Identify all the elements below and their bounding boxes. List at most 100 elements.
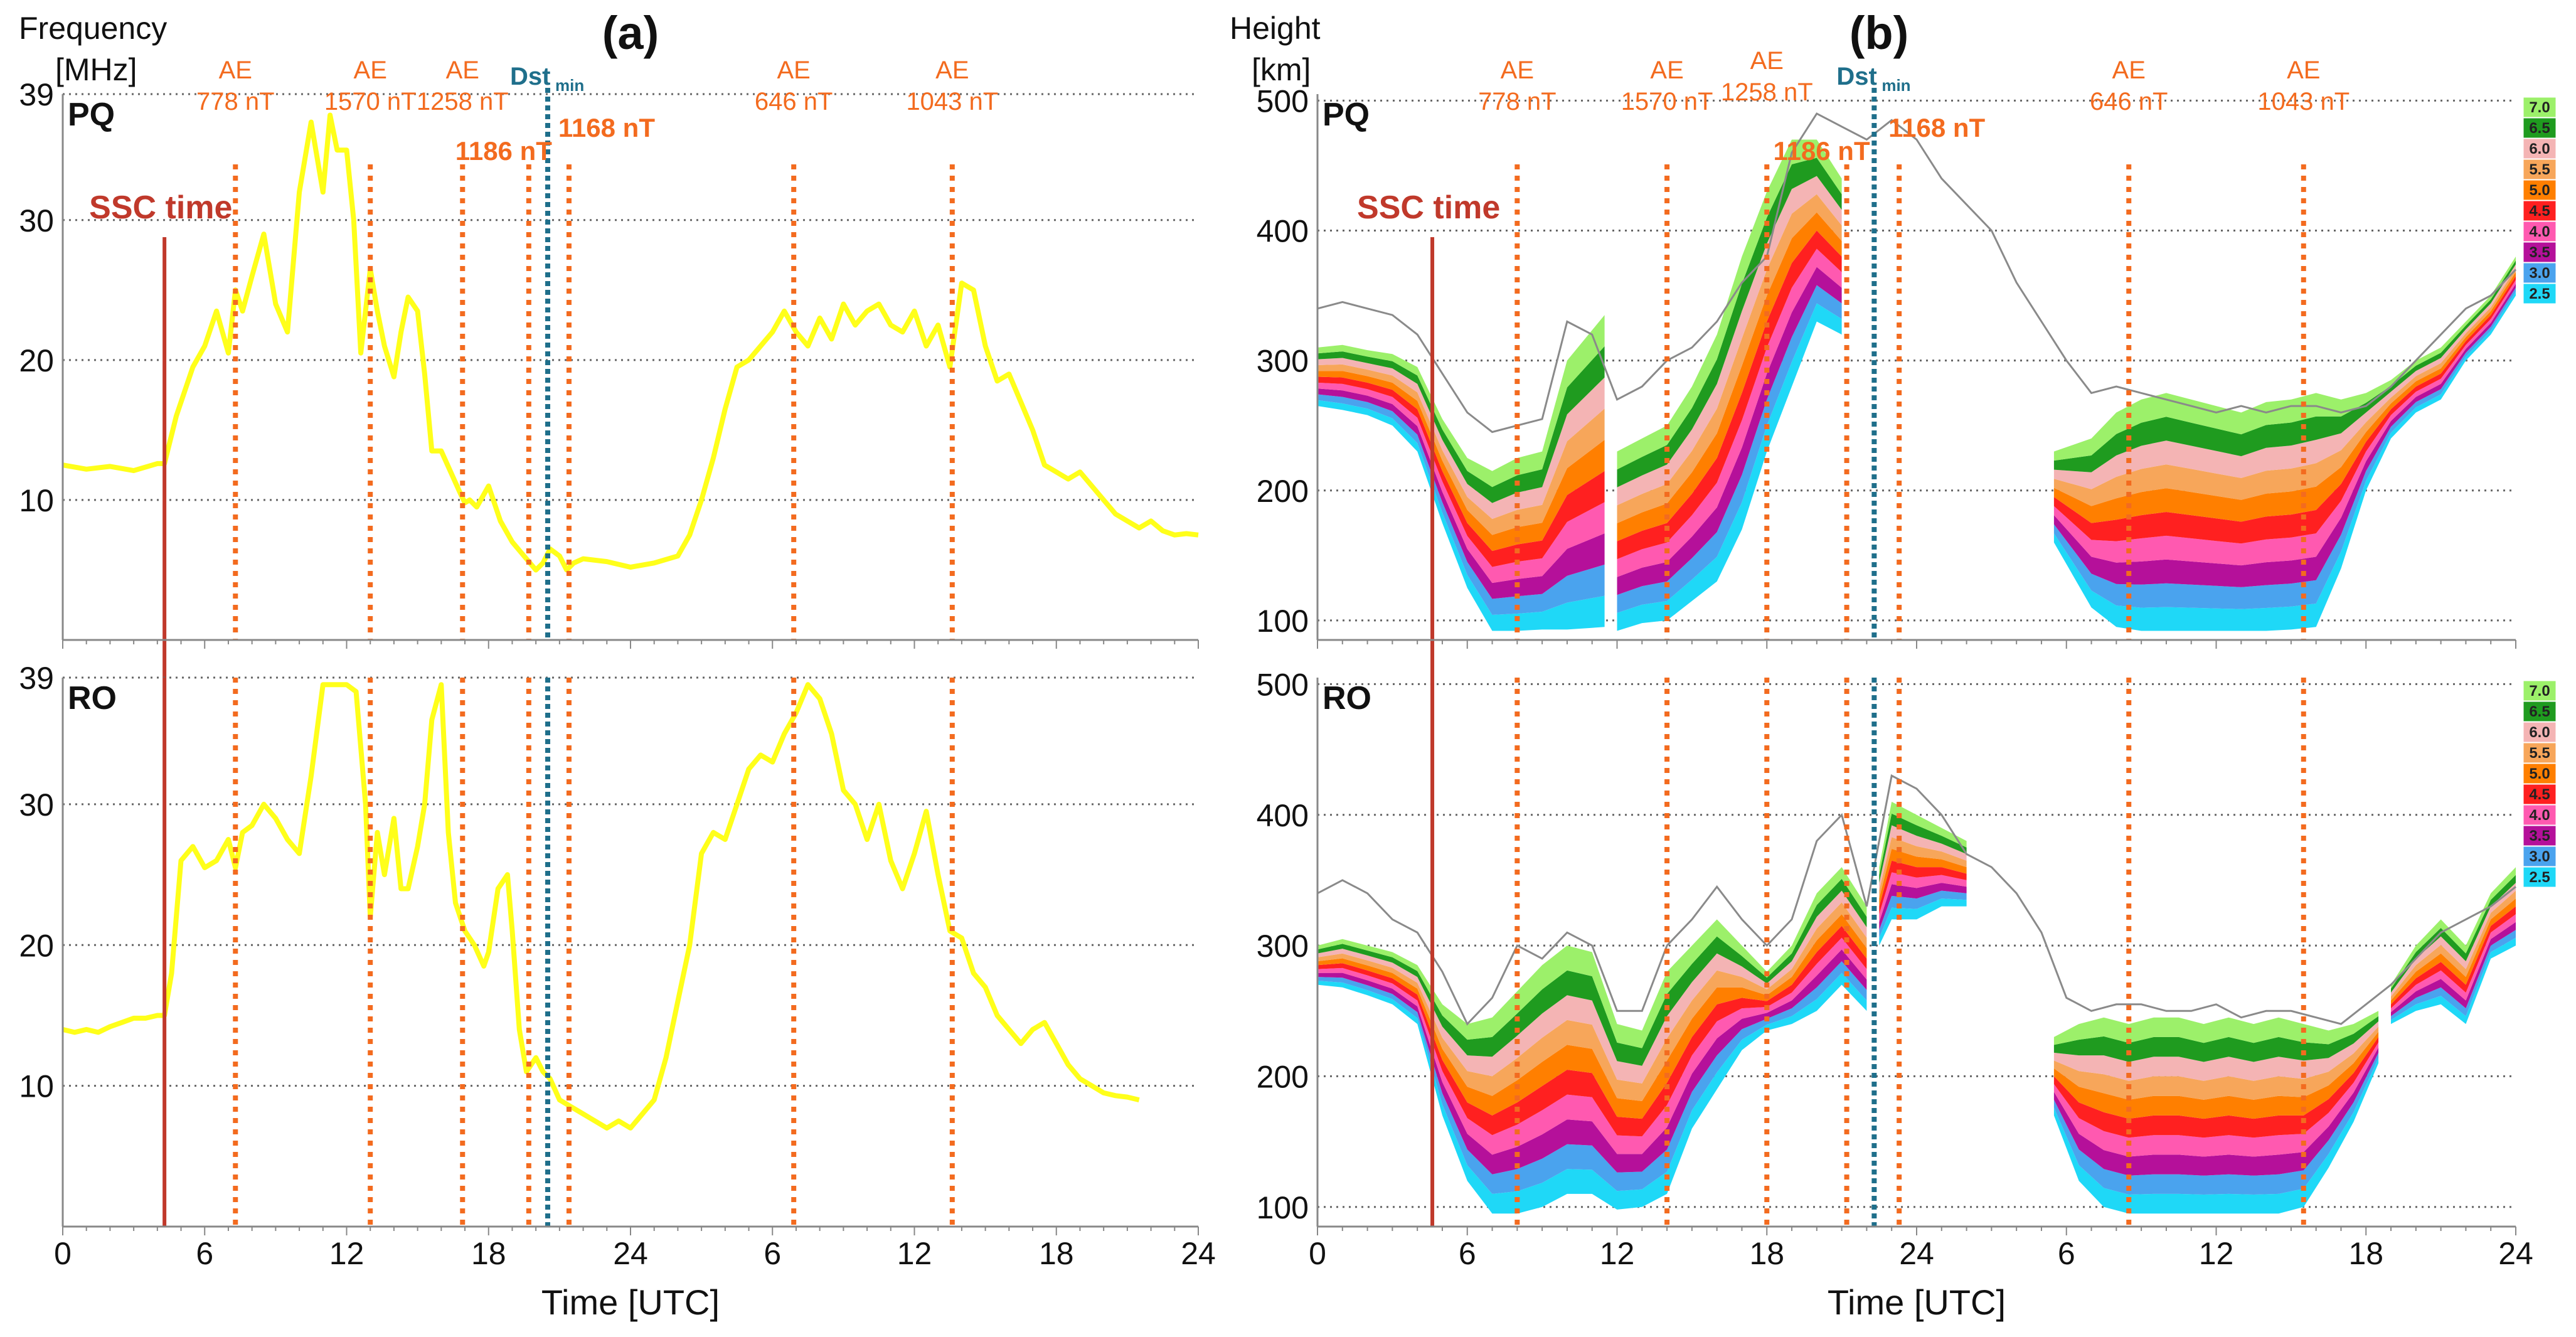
- y-tick-label: 400: [1257, 214, 1309, 249]
- frequency-band-6.0: [1879, 825, 1967, 891]
- ae-value: 778 nT: [196, 88, 275, 115]
- frequency-band-3.0: [1317, 394, 1605, 615]
- x-tick-label: 18: [2348, 1236, 2383, 1271]
- ae-value: 646 nT: [755, 88, 833, 115]
- frequency-band-2.5: [2391, 937, 2516, 1025]
- ae-label: AE: [1750, 47, 1784, 75]
- frequency-band-5.5: [2053, 1026, 2379, 1100]
- x-tick-label: 18: [471, 1236, 506, 1271]
- frequency-band-7.0: [2053, 256, 2516, 461]
- series-line: [62, 682, 1140, 1131]
- y-axis-label-line2: [km]: [1252, 52, 1311, 87]
- frequency-band-6.0: [2053, 1021, 2379, 1081]
- frequency-band-3.5: [1317, 949, 1867, 1175]
- frequency-band-6.5: [1317, 878, 1867, 1066]
- dst-label-sub: min: [1881, 76, 1910, 95]
- ae-label: AE: [2287, 56, 2320, 84]
- y-tick-label: 30: [19, 787, 54, 823]
- legend-label: 5.5: [2529, 745, 2550, 762]
- legend-swatch: [2523, 179, 2557, 201]
- frequency-band-7.0: [1617, 139, 1842, 470]
- frequency-band-7.0: [1879, 801, 1967, 875]
- frequency-band-2.5: [1617, 303, 1842, 631]
- x-tick-label: 6: [1459, 1236, 1476, 1271]
- max-height-trace: [1317, 774, 2516, 1026]
- figure-a: Frequency [MHz] (a) 10 20 30 39 PQ 10 20 30 39 RO SSC…: [19, 7, 1216, 1322]
- legend-label: 4.5: [2529, 203, 2550, 220]
- frequency-band-6.5: [2053, 1016, 2379, 1062]
- panel-pq: 100 200 300 400 500 7.0 6.5 6.0 5.5 5.0 4.5 4.0 3.5 3…: [1257, 83, 2557, 678]
- legend-swatch: [2523, 97, 2557, 118]
- y-tick-label: 200: [1257, 1059, 1309, 1094]
- legend-label: 5.5: [2529, 161, 2550, 178]
- x-axis-label: Time [UTC]: [1828, 1282, 2006, 1322]
- legend-label: 4.0: [2529, 223, 2550, 240]
- x-tick-label: 18: [1039, 1236, 1074, 1271]
- ae-value: 1043 nT: [2257, 88, 2350, 115]
- x-tick-label: 24: [613, 1236, 648, 1271]
- dst-label: Dst: [1836, 63, 1876, 90]
- ae-value: 778 nT: [1478, 88, 1557, 115]
- legend-label: 6.0: [2529, 724, 2550, 741]
- frequency-band-7.0: [1317, 315, 1605, 487]
- x-axis-label: Time [UTC]: [541, 1282, 720, 1322]
- station-label: PQ: [1323, 97, 1370, 133]
- legend-label: 6.5: [2529, 703, 2550, 720]
- legend-swatch: [2523, 117, 2557, 139]
- ae-label: AE: [2112, 56, 2146, 84]
- x-tick-label: 6: [2058, 1236, 2075, 1271]
- y-axis-label-line1: Frequency: [19, 11, 167, 46]
- legend-label: 3.5: [2529, 244, 2550, 261]
- frequency-band-4.5: [1317, 925, 1867, 1137]
- legend-swatch: [2523, 722, 2557, 743]
- frequency-band-5.0: [1879, 848, 1967, 907]
- ae-label: AE: [354, 56, 387, 84]
- x-tick-label: 18: [1749, 1236, 1784, 1271]
- legend-swatch: [2523, 200, 2557, 221]
- frequency-band-2.5: [1317, 972, 1867, 1214]
- y-axis-label-line1: Height: [1230, 11, 1321, 46]
- x-tick-label: 12: [329, 1236, 365, 1271]
- legend-swatch: [2523, 701, 2557, 722]
- dst-label: Dst: [510, 63, 550, 90]
- legend-label: 5.0: [2529, 765, 2550, 782]
- legend-swatch: [2523, 784, 2557, 805]
- ae-label: AE: [777, 56, 811, 84]
- ae-value: 1258 nT: [417, 88, 509, 115]
- x-tick-label: 24: [1181, 1236, 1216, 1271]
- frequency-band-3.0: [1617, 285, 1842, 613]
- legend-label: 5.0: [2529, 182, 2550, 199]
- y-tick-label: 300: [1257, 344, 1309, 379]
- frequency-band-3.0: [1317, 961, 1867, 1194]
- ae-value: 1043 nT: [906, 88, 998, 115]
- frequency-band-4.5: [2391, 906, 2516, 1009]
- y-tick-label: 20: [19, 343, 54, 378]
- frequency-band-4.5: [2053, 1036, 2379, 1138]
- ae-value-bold: 1168 nT: [558, 113, 655, 142]
- y-tick-label: 10: [19, 483, 54, 518]
- y-tick-label: 400: [1257, 798, 1309, 833]
- frequency-band-7.0: [1317, 867, 1867, 1048]
- legend-label: 4.0: [2529, 807, 2550, 824]
- x-tick-label: 6: [764, 1236, 781, 1271]
- frequency-band-5.5: [1879, 837, 1967, 899]
- frequency-band-4.0: [2391, 914, 2516, 1013]
- y-tick-label: 30: [19, 203, 54, 238]
- y-tick-label: 500: [1257, 667, 1309, 702]
- ssc-label: SSC time: [89, 189, 232, 226]
- legend-label: 2.5: [2529, 285, 2550, 302]
- x-tick-label: 0: [54, 1236, 72, 1271]
- ae-label: AE: [1650, 56, 1683, 84]
- panel-ro: 10 20 30 39 RO: [19, 661, 1199, 1235]
- y-tick-label: 500: [1257, 83, 1309, 119]
- x-tick-label: 12: [1600, 1236, 1635, 1271]
- x-tick-label: 24: [1899, 1236, 1934, 1271]
- y-tick-label: 100: [1257, 604, 1309, 639]
- x-tick-label: 0: [1309, 1236, 1326, 1271]
- ae-label: AE: [219, 56, 252, 84]
- ae-value: 1570 nT: [324, 88, 417, 115]
- legend-swatch: [2523, 242, 2557, 263]
- y-tick-label: 20: [19, 928, 54, 963]
- legend-swatch: [2523, 262, 2557, 284]
